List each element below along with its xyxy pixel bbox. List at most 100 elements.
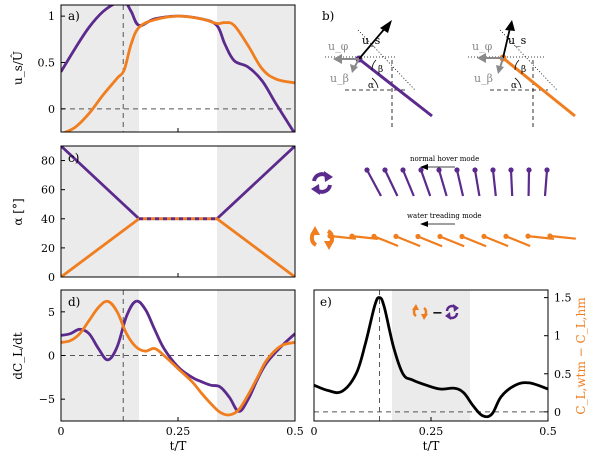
y-tick-label: 0 [48, 103, 55, 116]
hover-wing-leading-edge [508, 167, 514, 173]
shaded-region [392, 290, 470, 421]
treading-wing-chord [549, 234, 576, 240]
hover-wing-leading-edge [400, 167, 406, 173]
ubeta-label-right: u_β [474, 72, 493, 85]
beta-label-right: β [521, 65, 526, 75]
treading-wing-leading-edge [525, 233, 531, 239]
vector-diagram-hover: u_s u_φ u_β β α [325, 20, 433, 130]
cycle-icon-purple-small [445, 304, 459, 320]
treading-wing-chord [417, 235, 443, 248]
y-tick-label: 1 [554, 330, 561, 343]
y-tick-label: 0.5 [554, 368, 572, 381]
beta-label: β [378, 65, 383, 75]
panel-e-xlabel: t/T [423, 439, 440, 453]
treading-wing-leading-edge [415, 233, 421, 240]
alpha-label-right: α [511, 81, 517, 91]
series-line-purple [61, 299, 295, 413]
y-tick-label: 1 [48, 10, 55, 23]
treading-wing-chord [395, 235, 421, 248]
hover-wing-chord [437, 169, 448, 197]
treading-wing-leading-edge [371, 233, 377, 239]
hover-wing-leading-edge [436, 167, 442, 173]
panel-e-ylabel: C_L,wtm − C_L,hm [574, 297, 588, 415]
treading-mode-wing-positions [327, 233, 576, 248]
shaded-region [216, 146, 295, 277]
panel-a-ylabel: u_s/Û [9, 51, 25, 85]
panel-d-chart: −5 0 5 0 0.25 0.5 d) [39, 289, 304, 438]
y-tick-label: 5 [48, 306, 55, 319]
shaded-region [61, 5, 140, 132]
treading-wing-leading-edge [459, 233, 465, 240]
panel-b-label: b) [322, 9, 334, 23]
panel-c-chart: 0 20 40 60 80 c) [41, 145, 296, 284]
hover-wing-chord [543, 169, 549, 197]
x-tick-label: 0 [311, 425, 318, 438]
hover-mode-label: normal hover mode [410, 155, 479, 163]
series-line-orange [61, 299, 295, 417]
hover-wing-chord [419, 169, 432, 197]
y-tick-label: −5 [39, 393, 55, 406]
hover-wing-chord [401, 169, 415, 197]
series-line-black [314, 296, 548, 419]
panel-a-chart: 0 0.5 1 a) [38, 4, 296, 133]
hover-mode-wing-positions [364, 167, 550, 197]
hover-wing-chord [491, 169, 497, 197]
vector-diagram-treading: u_s u_φ u_β β α [468, 20, 576, 130]
panel-d-ylabel: dC_L/dt [11, 332, 25, 380]
x-tick-label: 0.5 [286, 425, 304, 438]
hover-wing-leading-edge [418, 167, 424, 173]
hover-wing-leading-edge [544, 167, 550, 173]
series-line-orange [61, 14, 295, 132]
shaded-region [61, 146, 140, 277]
cycle-icon-orange [309, 226, 335, 250]
hover-wing-chord [366, 169, 382, 197]
treading-wing-leading-edge [327, 233, 333, 239]
treading-wing-leading-edge [481, 233, 487, 240]
panel-c-ylabel: α [°] [11, 198, 25, 225]
treading-wing-leading-edge [547, 233, 553, 239]
treading-wing-chord [505, 235, 531, 248]
cycle-icon-orange-small [412, 304, 428, 320]
y-tick-label: 0 [554, 406, 561, 419]
y-tick-label: 0 [48, 271, 55, 284]
hover-wing-chord [509, 169, 514, 197]
stroke-kinematics-sketch: normal hover mode water treading mode [309, 155, 576, 250]
x-tick-label: 0.25 [419, 425, 444, 438]
y-tick-label: 20 [41, 242, 55, 255]
panel-e-legend: − [412, 304, 459, 321]
panel-a-label: a) [68, 9, 80, 23]
hover-wing-leading-edge [526, 167, 532, 173]
treading-wing-chord [483, 235, 509, 248]
ubeta-label: u_β [330, 72, 349, 85]
treading-mode-label: water treading mode [407, 212, 482, 220]
wing-chord-purple [358, 57, 433, 118]
uphi-label-right: u_φ [472, 40, 493, 53]
panel-e-label: e) [320, 295, 332, 309]
treading-wing-leading-edge [503, 233, 509, 239]
hover-wing-chord [455, 169, 465, 197]
series-line-orange [61, 217, 295, 277]
y-tick-label: 0.5 [38, 56, 56, 69]
us-label: u_s [362, 34, 381, 47]
x-tick-label: 0.25 [166, 425, 191, 438]
panel-d-label: d) [68, 295, 80, 309]
treading-wing-leading-edge [393, 233, 399, 240]
treading-wing-leading-edge [349, 233, 355, 239]
hover-wing-leading-edge [382, 167, 388, 173]
hover-wing-leading-edge [454, 167, 460, 173]
uphi-label: u_φ [328, 40, 349, 53]
x-tick-label: 0.5 [539, 425, 557, 438]
y-tick-label: 60 [41, 184, 55, 197]
treading-wing-chord [461, 235, 487, 248]
treading-wing-chord [373, 235, 399, 248]
hover-wing-leading-edge [472, 167, 478, 173]
legend-minus: − [432, 306, 443, 321]
y-tick-label: 0 [48, 350, 55, 363]
treading-wing-chord [439, 235, 465, 248]
y-tick-label: 40 [41, 213, 55, 226]
treading-wing-leading-edge [437, 233, 443, 240]
y-tick-label: 1.5 [554, 292, 572, 305]
panel-d-xlabel: t/T [170, 439, 187, 453]
hover-wing-chord [384, 169, 399, 197]
